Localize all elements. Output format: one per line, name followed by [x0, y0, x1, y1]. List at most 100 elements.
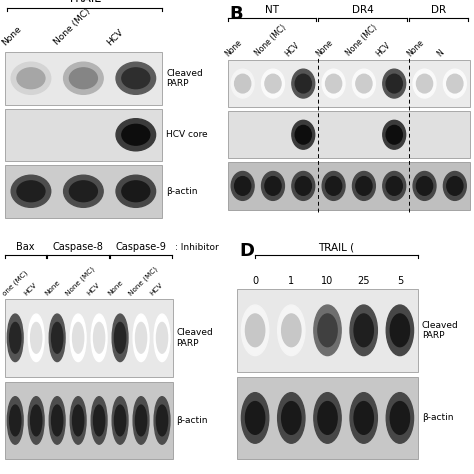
Text: None: None — [223, 37, 244, 58]
Ellipse shape — [356, 177, 372, 195]
Ellipse shape — [235, 177, 251, 195]
Text: None (MC): None (MC) — [127, 265, 158, 297]
Text: HCV: HCV — [375, 40, 392, 58]
Bar — [5, 299, 173, 377]
Ellipse shape — [383, 172, 406, 201]
Ellipse shape — [231, 69, 254, 98]
Ellipse shape — [386, 392, 413, 443]
Ellipse shape — [93, 322, 105, 353]
Ellipse shape — [353, 172, 375, 201]
Text: 0: 0 — [252, 276, 258, 286]
Ellipse shape — [383, 120, 406, 149]
Bar — [228, 163, 470, 210]
Text: 10: 10 — [321, 276, 334, 286]
Ellipse shape — [417, 177, 433, 195]
Ellipse shape — [69, 181, 97, 201]
Ellipse shape — [156, 322, 168, 353]
Ellipse shape — [11, 62, 51, 94]
Bar — [5, 52, 162, 104]
Ellipse shape — [295, 126, 311, 144]
Ellipse shape — [326, 74, 342, 93]
Ellipse shape — [386, 177, 402, 195]
Ellipse shape — [64, 175, 103, 207]
Ellipse shape — [386, 126, 402, 144]
Text: None: None — [44, 279, 61, 297]
Text: None (MC): None (MC) — [53, 7, 93, 47]
Text: : Inhibitor: : Inhibitor — [174, 243, 218, 252]
Ellipse shape — [93, 405, 105, 436]
Ellipse shape — [413, 172, 436, 201]
Bar — [237, 377, 418, 459]
Ellipse shape — [17, 68, 45, 89]
Ellipse shape — [246, 314, 265, 346]
Ellipse shape — [292, 172, 315, 201]
Text: 5: 5 — [397, 276, 403, 286]
Ellipse shape — [231, 172, 254, 201]
Ellipse shape — [314, 305, 341, 356]
Ellipse shape — [69, 68, 97, 89]
Ellipse shape — [443, 69, 466, 98]
Text: None (MC): None (MC) — [254, 23, 288, 58]
Ellipse shape — [322, 172, 345, 201]
Ellipse shape — [295, 74, 311, 93]
Text: Bax: Bax — [16, 242, 35, 252]
Ellipse shape — [115, 322, 126, 353]
Ellipse shape — [350, 392, 377, 443]
Ellipse shape — [112, 397, 128, 444]
Ellipse shape — [112, 314, 128, 362]
Ellipse shape — [246, 401, 265, 434]
Ellipse shape — [91, 397, 107, 444]
Text: Caspase-8: Caspase-8 — [52, 242, 103, 252]
Ellipse shape — [116, 175, 155, 207]
Text: NT: NT — [265, 5, 279, 15]
Bar — [5, 165, 162, 218]
Text: None: None — [314, 37, 335, 58]
Text: None: None — [405, 37, 426, 58]
Ellipse shape — [292, 120, 315, 149]
Text: Cleaved
PARP: Cleaved PARP — [166, 69, 203, 88]
Ellipse shape — [326, 177, 342, 195]
Ellipse shape — [235, 74, 251, 93]
Ellipse shape — [383, 69, 406, 98]
Ellipse shape — [353, 69, 375, 98]
Ellipse shape — [386, 74, 402, 93]
Text: None: None — [0, 24, 23, 47]
Ellipse shape — [28, 314, 44, 362]
Ellipse shape — [318, 401, 337, 434]
Ellipse shape — [354, 401, 374, 434]
Ellipse shape — [136, 405, 146, 436]
Ellipse shape — [278, 392, 305, 443]
Ellipse shape — [356, 74, 372, 93]
Ellipse shape — [354, 314, 374, 346]
Bar — [5, 109, 162, 161]
Ellipse shape — [52, 322, 63, 353]
Text: HCV: HCV — [284, 40, 301, 58]
Ellipse shape — [265, 74, 281, 93]
Bar — [5, 382, 173, 459]
Ellipse shape — [390, 314, 410, 346]
Text: HCV: HCV — [148, 282, 164, 297]
Ellipse shape — [73, 405, 84, 436]
Text: D: D — [239, 242, 254, 260]
Ellipse shape — [241, 392, 269, 443]
Ellipse shape — [28, 397, 44, 444]
Ellipse shape — [49, 314, 65, 362]
Ellipse shape — [31, 322, 42, 353]
Ellipse shape — [265, 177, 281, 195]
Ellipse shape — [136, 322, 146, 353]
Ellipse shape — [116, 118, 155, 151]
Ellipse shape — [447, 177, 463, 195]
Ellipse shape — [154, 397, 170, 444]
Ellipse shape — [11, 175, 51, 207]
Text: HCV core: HCV core — [166, 130, 208, 139]
Text: β-actin: β-actin — [176, 416, 208, 425]
Text: None: None — [106, 279, 124, 297]
Ellipse shape — [318, 314, 337, 346]
Text: DR: DR — [431, 5, 446, 15]
Ellipse shape — [122, 124, 150, 145]
Text: TRAIL: TRAIL — [68, 0, 101, 5]
Ellipse shape — [262, 172, 284, 201]
Ellipse shape — [413, 69, 436, 98]
Text: TRAIL (: TRAIL ( — [319, 242, 355, 252]
Text: Cleaved
PARP: Cleaved PARP — [176, 328, 213, 347]
